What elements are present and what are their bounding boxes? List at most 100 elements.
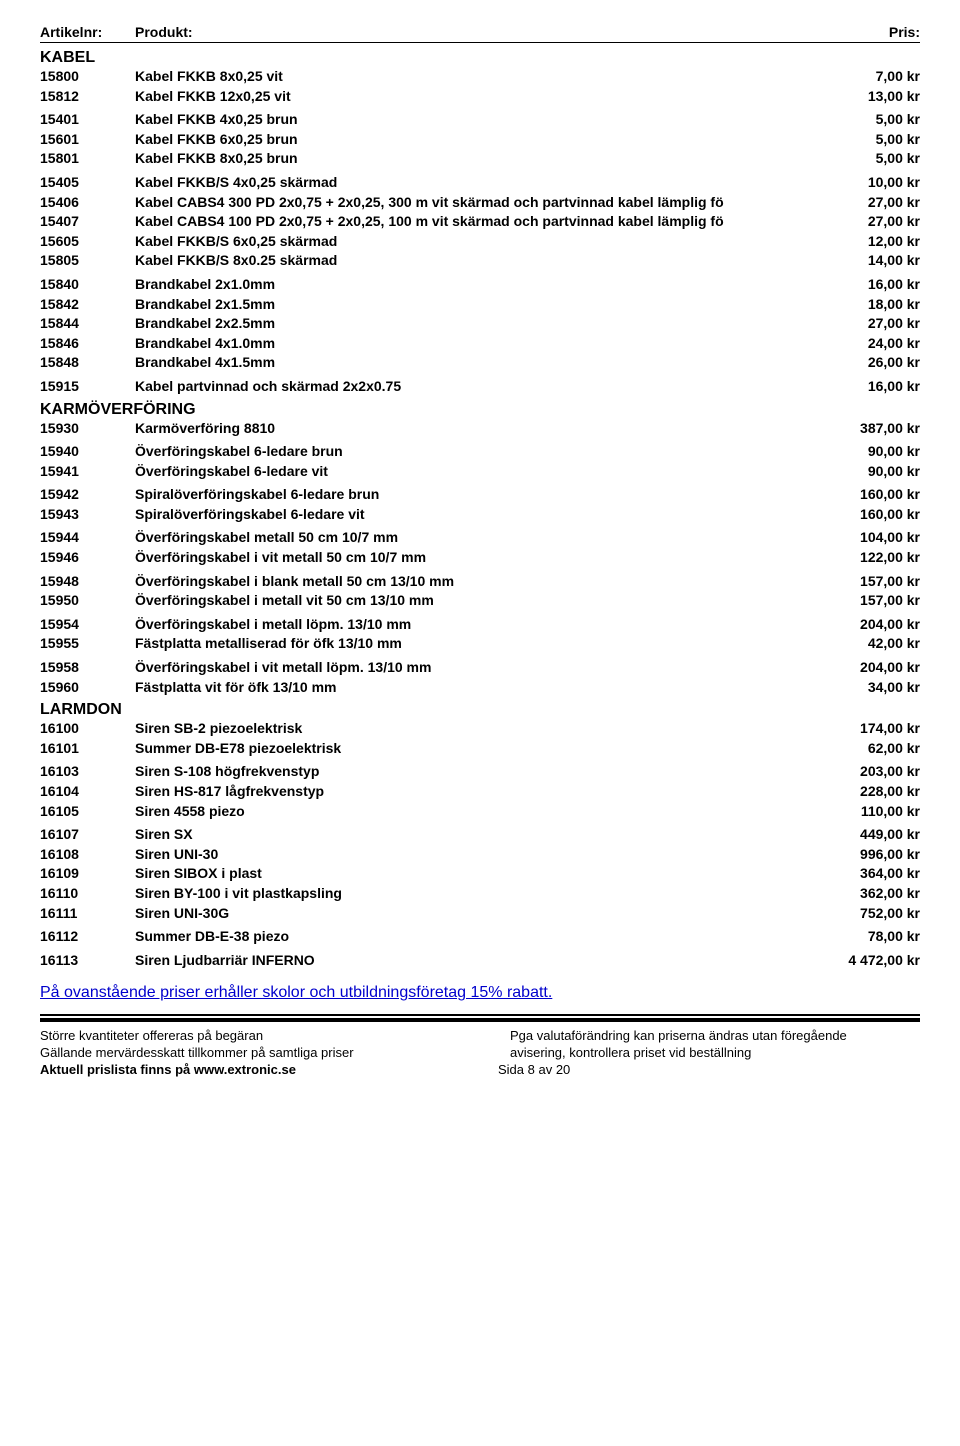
table-row: 16112Summer DB-E-38 piezo78,00 kr: [40, 927, 920, 947]
cell-pris: 12,00 kr: [810, 232, 920, 252]
footer-left-line2: Gällande mervärdesskatt tillkommer på sa…: [40, 1045, 450, 1062]
cell-produkt: Brandkabel 2x1.5mm: [135, 295, 810, 315]
row-group: 16100Siren SB-2 piezoelektrisk174,00 kr1…: [40, 719, 920, 758]
cell-pris: 204,00 kr: [810, 658, 920, 678]
table-row: 16100Siren SB-2 piezoelektrisk174,00 kr: [40, 719, 920, 739]
table-row: 15941Överföringskabel 6-ledare vit90,00 …: [40, 462, 920, 482]
cell-artikelnr: 15948: [40, 572, 135, 592]
footer-left-line1: Större kvantiteter offereras på begäran: [40, 1028, 450, 1045]
header-rule: [40, 42, 920, 43]
table-row: 16113Siren Ljudbarriär INFERNO4 472,00 k…: [40, 951, 920, 971]
cell-produkt: Kabel FKKB/S 6x0,25 skärmad: [135, 232, 810, 252]
row-group: 15405Kabel FKKB/S 4x0,25 skärmad10,00 kr…: [40, 173, 920, 271]
table-row: 15958Överföringskabel i vit metall löpm.…: [40, 658, 920, 678]
footer-website: Aktuell prislista finns på www.extronic.…: [40, 1062, 498, 1079]
cell-artikelnr: 15800: [40, 67, 135, 87]
cell-pris: 14,00 kr: [810, 251, 920, 271]
cell-pris: 7,00 kr: [810, 67, 920, 87]
cell-artikelnr: 15946: [40, 548, 135, 568]
cell-artikelnr: 15805: [40, 251, 135, 271]
row-group: 15958Överföringskabel i vit metall löpm.…: [40, 658, 920, 697]
cell-produkt: Siren HS-817 lågfrekvenstyp: [135, 782, 810, 802]
row-group: 16107Siren SX449,00 kr16108Siren UNI-309…: [40, 825, 920, 923]
cell-pris: 5,00 kr: [810, 149, 920, 169]
cell-produkt: Siren SX: [135, 825, 810, 845]
cell-produkt: Siren S-108 högfrekvenstyp: [135, 762, 810, 782]
table-row: 15812Kabel FKKB 12x0,25 vit13,00 kr: [40, 87, 920, 107]
section-title: KARMÖVERFÖRING: [40, 401, 920, 419]
cell-pris: 34,00 kr: [810, 678, 920, 698]
cell-pris: 5,00 kr: [810, 110, 920, 130]
footer-row: Större kvantiteter offereras på begäran …: [40, 1028, 920, 1062]
cell-artikelnr: 16110: [40, 884, 135, 904]
cell-artikelnr: 15401: [40, 110, 135, 130]
cell-artikelnr: 15943: [40, 505, 135, 525]
cell-artikelnr: 16107: [40, 825, 135, 845]
cell-produkt: Summer DB-E78 piezoelektrisk: [135, 739, 810, 759]
cell-pris: 26,00 kr: [810, 353, 920, 373]
cell-produkt: Fästplatta vit för öfk 13/10 mm: [135, 678, 810, 698]
cell-pris: 16,00 kr: [810, 377, 920, 397]
cell-pris: 13,00 kr: [810, 87, 920, 107]
row-group: 15930Karmöverföring 8810387,00 kr: [40, 419, 920, 439]
table-row: 16104Siren HS-817 lågfrekvenstyp228,00 k…: [40, 782, 920, 802]
table-row: 16107Siren SX449,00 kr: [40, 825, 920, 845]
cell-artikelnr: 15944: [40, 528, 135, 548]
cell-produkt: Siren SIBOX i plast: [135, 864, 810, 884]
cell-pris: 62,00 kr: [810, 739, 920, 759]
cell-artikelnr: 15406: [40, 193, 135, 213]
table-row: 15848Brandkabel 4x1.5mm26,00 kr: [40, 353, 920, 373]
cell-artikelnr: 15605: [40, 232, 135, 252]
row-group: 16103Siren S-108 högfrekvenstyp203,00 kr…: [40, 762, 920, 821]
cell-pris: 10,00 kr: [810, 173, 920, 193]
cell-produkt: Spiralöverföringskabel 6-ledare brun: [135, 485, 810, 505]
table-row: 15405Kabel FKKB/S 4x0,25 skärmad10,00 kr: [40, 173, 920, 193]
cell-produkt: Spiralöverföringskabel 6-ledare vit: [135, 505, 810, 525]
header-artikelnr: Artikelnr:: [40, 24, 135, 40]
cell-produkt: Kabel FKKB/S 8x0.25 skärmad: [135, 251, 810, 271]
cell-pris: 42,00 kr: [810, 634, 920, 654]
table-row: 15407Kabel CABS4 100 PD 2x0,75 + 2x0,25,…: [40, 212, 920, 232]
cell-produkt: Brandkabel 2x2.5mm: [135, 314, 810, 334]
row-group: 15944Överföringskabel metall 50 cm 10/7 …: [40, 528, 920, 567]
row-group: 15954Överföringskabel i metall löpm. 13/…: [40, 615, 920, 654]
cell-artikelnr: 16109: [40, 864, 135, 884]
cell-artikelnr: 16103: [40, 762, 135, 782]
table-row: 15406Kabel CABS4 300 PD 2x0,75 + 2x0,25,…: [40, 193, 920, 213]
cell-produkt: Överföringskabel i blank metall 50 cm 13…: [135, 572, 810, 592]
header-produkt: Produkt:: [135, 24, 810, 40]
table-row: 15948Överföringskabel i blank metall 50 …: [40, 572, 920, 592]
table-row: 16111Siren UNI-30G752,00 kr: [40, 904, 920, 924]
cell-artikelnr: 15958: [40, 658, 135, 678]
cell-artikelnr: 15930: [40, 419, 135, 439]
cell-produkt: Siren UNI-30G: [135, 904, 810, 924]
table-row: 15840Brandkabel 2x1.0mm16,00 kr: [40, 275, 920, 295]
table-row: 16110Siren BY-100 i vit plastkapsling362…: [40, 884, 920, 904]
row-group: 15800Kabel FKKB 8x0,25 vit7,00 kr15812Ka…: [40, 67, 920, 106]
cell-produkt: Kabel FKKB/S 4x0,25 skärmad: [135, 173, 810, 193]
table-row: 15954Överföringskabel i metall löpm. 13/…: [40, 615, 920, 635]
cell-produkt: Överföringskabel i metall löpm. 13/10 mm: [135, 615, 810, 635]
table-row: 15940Överföringskabel 6-ledare brun90,00…: [40, 442, 920, 462]
cell-artikelnr: 16105: [40, 802, 135, 822]
cell-produkt: Kabel CABS4 300 PD 2x0,75 + 2x0,25, 300 …: [135, 193, 810, 213]
cell-artikelnr: 15950: [40, 591, 135, 611]
cell-pris: 78,00 kr: [810, 927, 920, 947]
cell-produkt: Siren SB-2 piezoelektrisk: [135, 719, 810, 739]
table-row: 15401Kabel FKKB 4x0,25 brun5,00 kr: [40, 110, 920, 130]
cell-pris: 27,00 kr: [810, 314, 920, 334]
footer-page-number: Sida 8 av 20: [498, 1062, 920, 1079]
cell-artikelnr: 15405: [40, 173, 135, 193]
footer-right: Pga valutaförändring kan priserna ändras…: [450, 1028, 920, 1062]
row-group: 15915Kabel partvinnad och skärmad 2x2x0.…: [40, 377, 920, 397]
cell-produkt: Fästplatta metalliserad för öfk 13/10 mm: [135, 634, 810, 654]
cell-artikelnr: 16104: [40, 782, 135, 802]
cell-pris: 27,00 kr: [810, 212, 920, 232]
table-row: 15846Brandkabel 4x1.0mm24,00 kr: [40, 334, 920, 354]
row-group: 15942Spiralöverföringskabel 6-ledare bru…: [40, 485, 920, 524]
table-row: 15842Brandkabel 2x1.5mm18,00 kr: [40, 295, 920, 315]
cell-pris: 449,00 kr: [810, 825, 920, 845]
table-row: 16109Siren SIBOX i plast364,00 kr: [40, 864, 920, 884]
cell-produkt: Kabel FKKB 8x0,25 brun: [135, 149, 810, 169]
cell-artikelnr: 15940: [40, 442, 135, 462]
